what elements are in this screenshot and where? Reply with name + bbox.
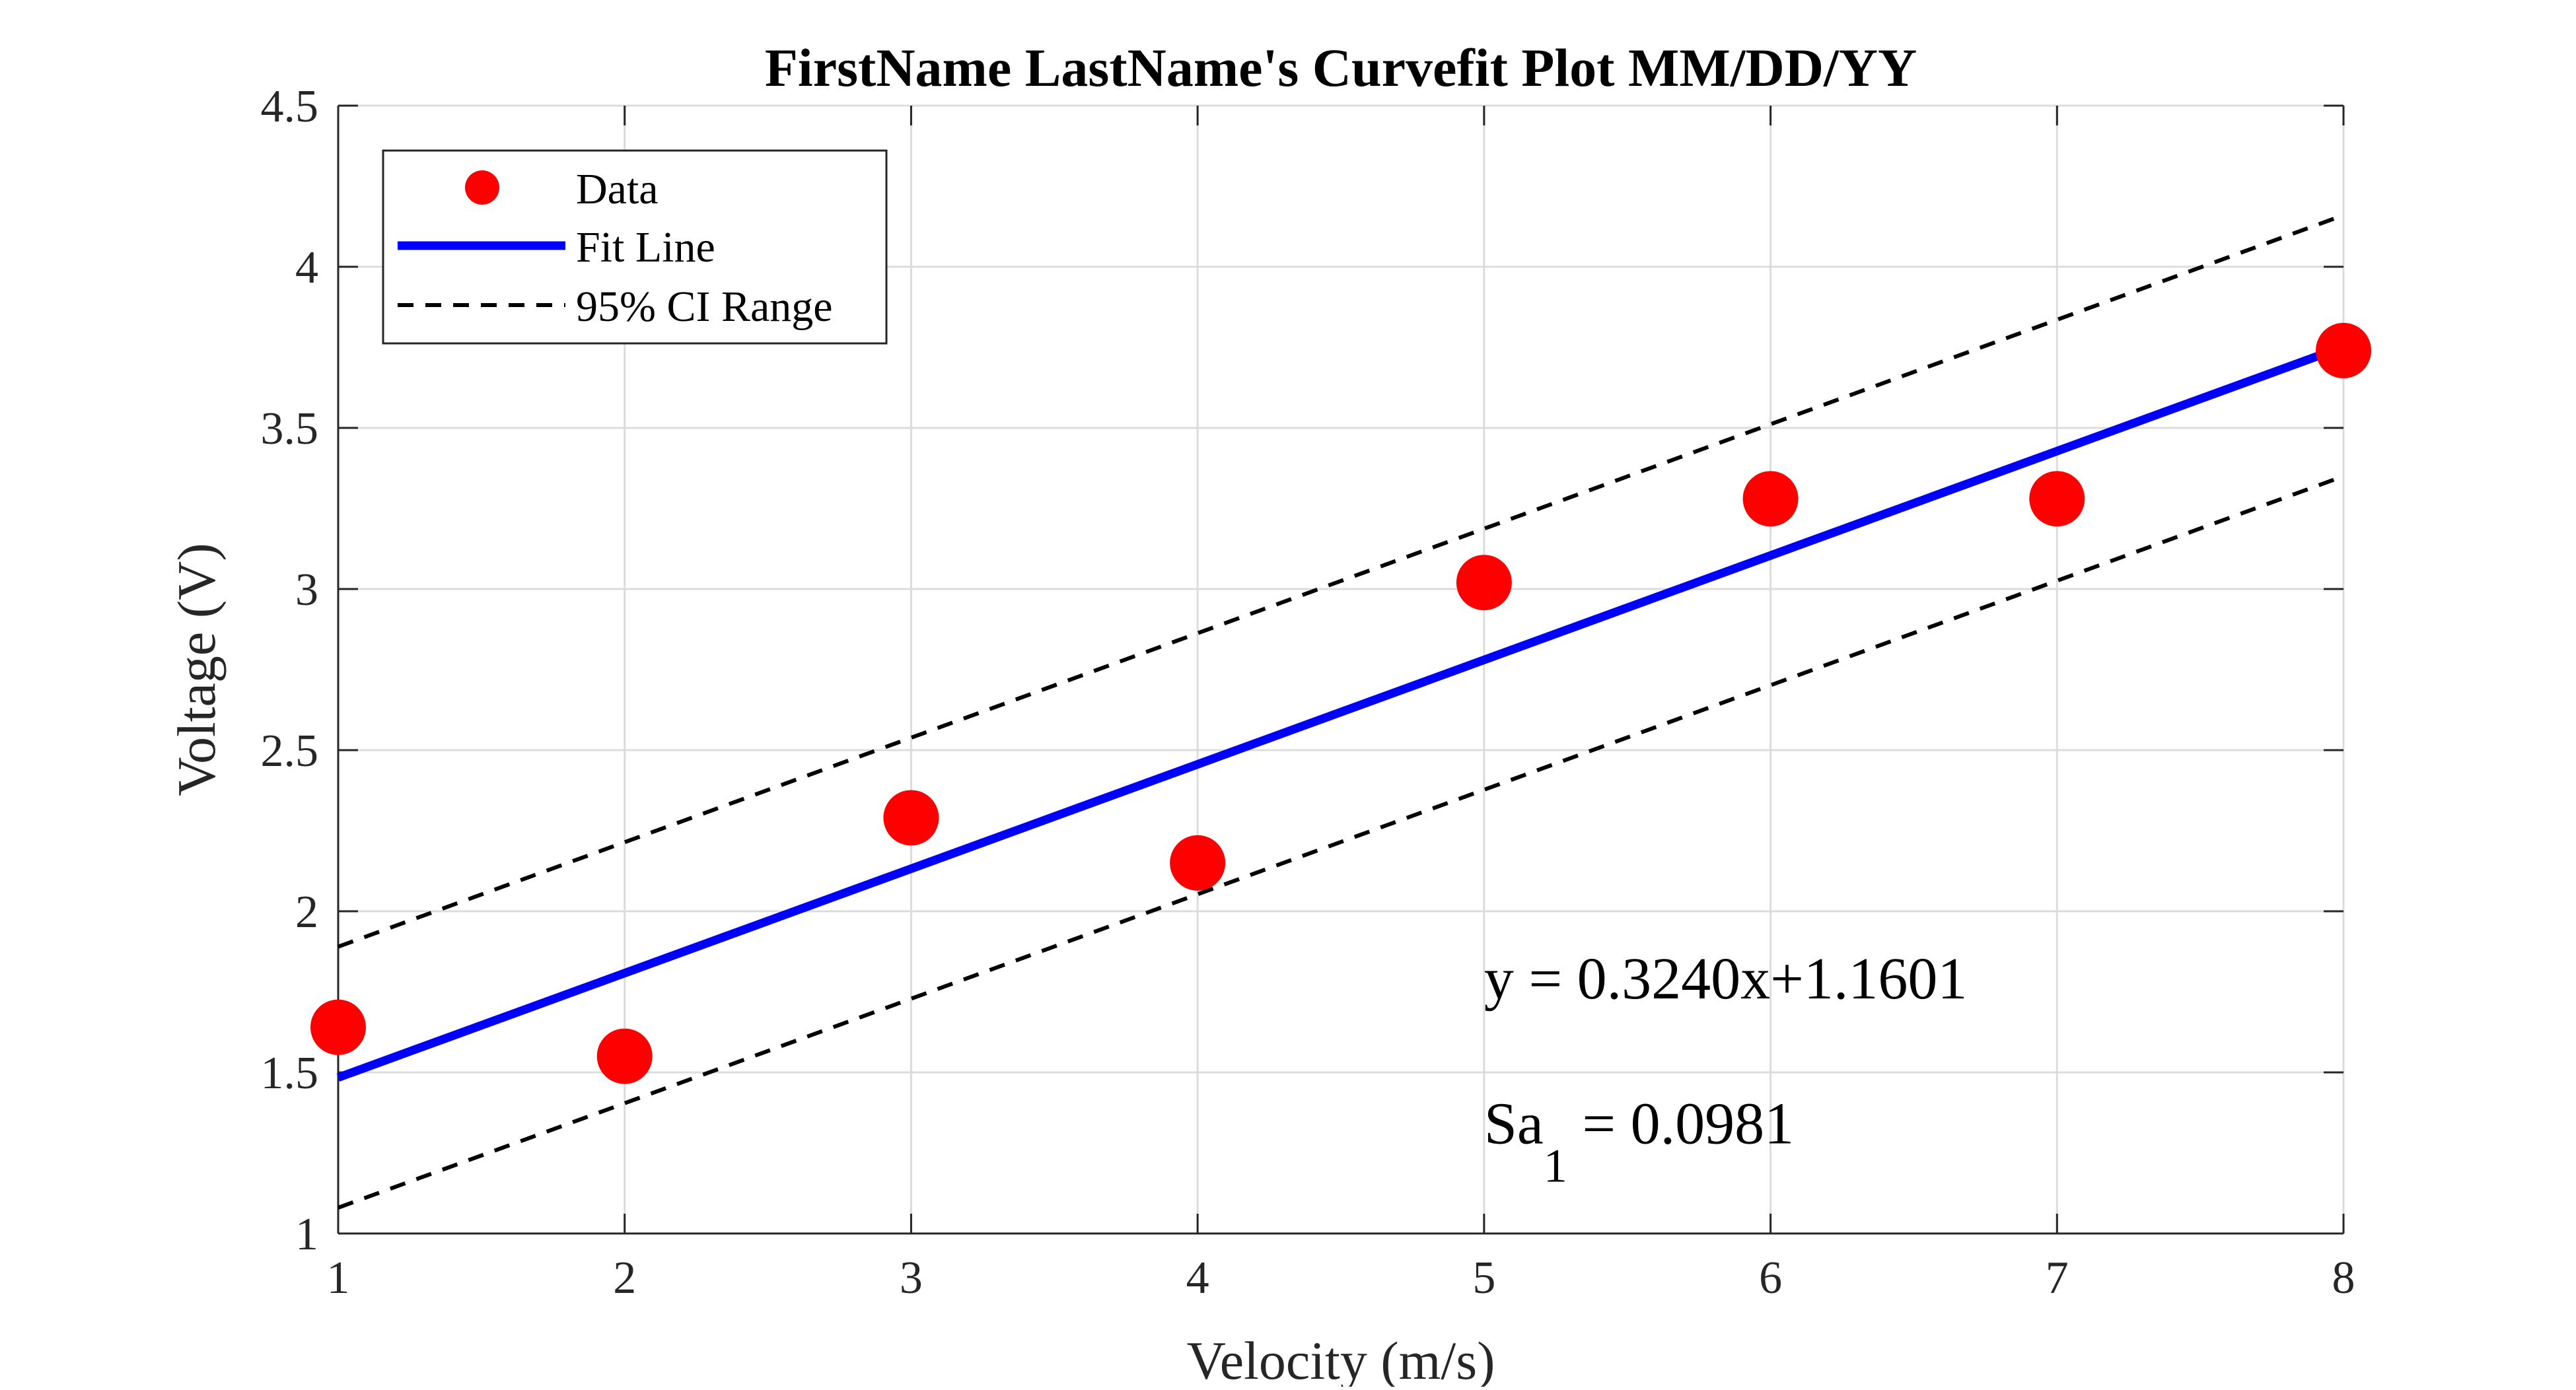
y-axis-label: Voltage (V): [166, 543, 227, 796]
x-axis-label: Velocity (m/s): [1187, 1331, 1495, 1387]
sa1-annotation-value: = 0.0981: [1567, 1091, 1794, 1156]
legend-ci-label: 95% CI Range: [576, 283, 833, 331]
y-tick-label: 2.5: [261, 726, 319, 777]
confidence-interval-line: [337, 213, 2345, 949]
legend-fit-line-label: Fit Line: [576, 223, 715, 271]
data-point: [1170, 835, 1226, 891]
data-point: [2316, 322, 2371, 378]
x-tick-label: 4: [1186, 1253, 1209, 1303]
y-tick-label: 1: [295, 1209, 318, 1260]
y-tick-label: 3: [295, 565, 318, 615]
data-point: [310, 999, 366, 1055]
confidence-interval-line: [337, 474, 2345, 1210]
x-tick-label: 5: [1472, 1253, 1495, 1303]
x-tick-label: 6: [1759, 1253, 1782, 1303]
series: [310, 213, 2371, 1210]
data-point: [2029, 471, 2085, 527]
legend-data-marker: [465, 170, 499, 205]
data-point: [1742, 471, 1799, 527]
x-tick-label: 2: [613, 1253, 636, 1303]
fit-line: [336, 342, 2345, 1082]
sa1-annotation-symbol: Sa: [1484, 1091, 1544, 1156]
legend-data-label: Data: [576, 165, 659, 213]
x-tick-label: 3: [900, 1253, 923, 1303]
tick-labels: 1 2 3 4 5 6 7 8 1 1.5 2 2.5 3 3.5 4 4.5: [261, 81, 2355, 1303]
data-point: [883, 790, 939, 846]
x-tick-label: 8: [2332, 1253, 2355, 1303]
x-tick-label: 7: [2046, 1253, 2069, 1303]
y-tick-label: 4.5: [261, 81, 319, 132]
legend: Data Fit Line 95% CI Range: [382, 149, 888, 345]
x-tick-label: 1: [327, 1253, 350, 1303]
chart-title: FirstName LastName's Curvefit Plot MM/DD…: [765, 38, 1917, 98]
y-tick-label: 1.5: [261, 1048, 319, 1099]
data-point: [596, 1028, 653, 1084]
data-point: [1456, 555, 1512, 611]
sa1-annotation: Sa1 = 0.0981: [1484, 1091, 1794, 1192]
y-tick-label: 2: [295, 887, 318, 938]
y-tick-label: 4: [295, 242, 318, 293]
fit-equation-annotation: y = 0.3240x+1.1601: [1484, 946, 1968, 1012]
annotations: y = 0.3240x+1.1601 Sa1 = 0.0981: [1484, 946, 1968, 1193]
sa1-annotation-subscript: 1: [1544, 1139, 1567, 1192]
axes: [337, 104, 2345, 1235]
y-tick-label: 3.5: [261, 403, 319, 454]
